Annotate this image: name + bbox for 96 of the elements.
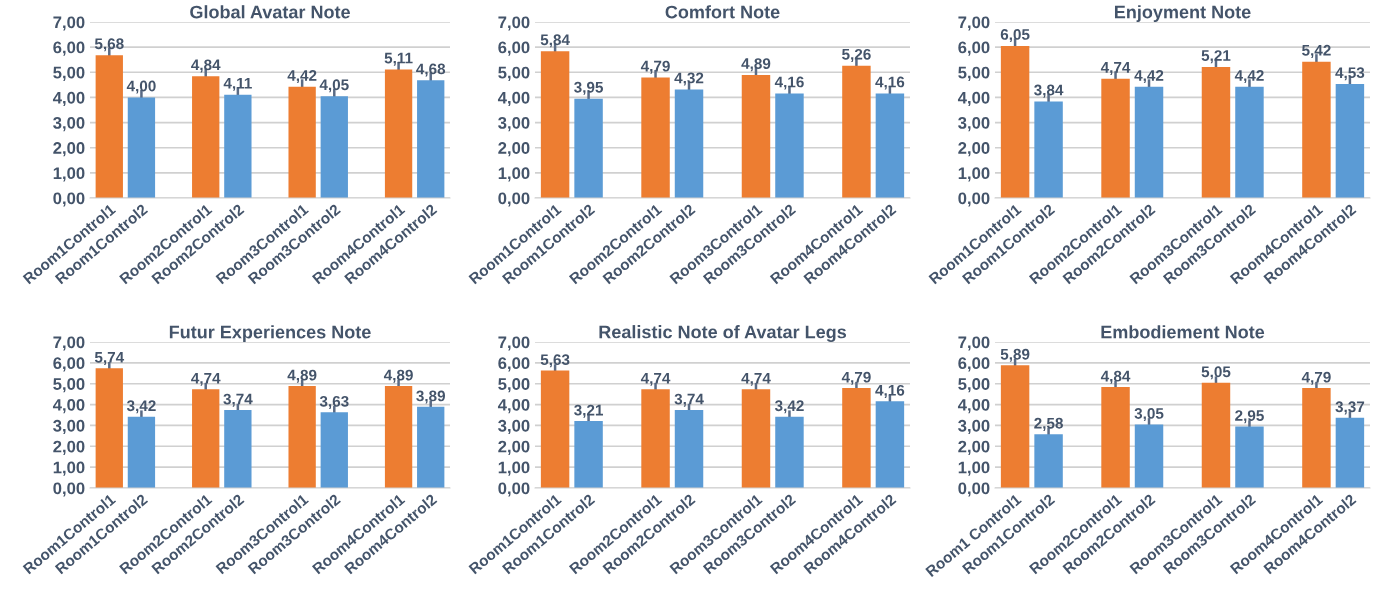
data-label: 4,16 (774, 76, 804, 90)
data-label: 5,89 (1000, 348, 1030, 362)
data-label: 3,05 (1134, 408, 1164, 422)
y-tick-label: 7,00 (53, 16, 85, 31)
data-label: 5,11 (384, 52, 413, 66)
data-label: 3,89 (416, 390, 446, 404)
data-label: 4,79 (841, 371, 871, 385)
data-label: 4,68 (416, 63, 446, 77)
data-label: 4,84 (191, 59, 221, 73)
y-tick-label: 1,00 (958, 461, 990, 476)
data-label: 5,84 (540, 34, 570, 48)
data-label: 5,26 (842, 48, 871, 62)
data-label: 2,95 (1235, 410, 1264, 424)
data-label: 4,89 (383, 369, 413, 383)
y-tick-label: 2,00 (53, 142, 85, 157)
y-tick-label: 7,00 (958, 16, 990, 31)
data-label: 3,42 (774, 400, 804, 414)
data-label: 4,79 (640, 60, 670, 74)
y-tick-label: 2,00 (498, 142, 530, 157)
chart-title: Comfort Note (665, 5, 780, 19)
y-tick-label: 5,00 (958, 378, 990, 393)
data-label: 5,74 (94, 352, 125, 365)
y-tick-label: 3,00 (498, 419, 530, 435)
data-label: 4,89 (287, 369, 317, 383)
data-label: 4,84 (1100, 370, 1131, 384)
y-tick-label: 6,00 (498, 41, 530, 56)
y-tick-label: 7,00 (958, 336, 990, 351)
y-tick-label: 5,00 (498, 378, 530, 393)
y-tick-label: 2,00 (53, 440, 85, 455)
y-tick-label: 1,00 (498, 167, 530, 182)
data-label: 3,95 (574, 81, 604, 95)
y-tick-label: 4,00 (52, 398, 85, 414)
data-label: 3,74 (674, 393, 704, 407)
y-tick-label: 7,00 (498, 16, 530, 31)
y-tick-label: 6,00 (53, 357, 85, 372)
data-label: 5,42 (1302, 44, 1331, 58)
data-label: 5,63 (540, 354, 570, 368)
y-tick-label: 3,00 (498, 116, 530, 132)
y-tick-label: 4,00 (52, 91, 85, 107)
data-label: 5,21 (1201, 50, 1231, 64)
data-label: 3,74 (223, 393, 253, 407)
y-tick-label: 4,00 (957, 91, 990, 107)
data-label: 6,05 (1000, 29, 1030, 43)
data-label: 5,68 (94, 38, 124, 52)
data-label: 3,21 (574, 404, 604, 418)
y-tick-label: 3,00 (53, 116, 85, 132)
data-label: 4,53 (1335, 67, 1365, 81)
data-label: 4,05 (319, 79, 349, 93)
y-tick-label: 5,00 (53, 378, 85, 393)
y-tick-label: 1,00 (53, 461, 85, 476)
data-label: 4,16 (875, 76, 905, 90)
data-label: 4,74 (640, 372, 671, 386)
data-label: 3,84 (1034, 84, 1064, 98)
y-tick-label: 3,00 (958, 419, 990, 435)
data-label: 3,63 (319, 395, 349, 409)
chart-title: Enjoyment Note (1114, 5, 1251, 22)
chart-title: Futur Experiences Note (169, 325, 371, 342)
data-label: 5,05 (1201, 366, 1231, 380)
y-tick-label: 2,00 (498, 440, 530, 455)
y-tick-label: 3,00 (53, 419, 85, 435)
chart-title: Realistic Note of Avatar Legs (599, 325, 847, 342)
y-tick-label: 1,00 (53, 167, 85, 182)
y-tick-label: 6,00 (53, 41, 85, 56)
y-tick-label: 6,00 (958, 41, 990, 56)
data-label: 2,58 (1034, 417, 1063, 431)
chart-title: Global Avatar Note (190, 5, 350, 19)
y-tick-label: 4,00 (497, 91, 530, 107)
data-label: 4,16 (875, 384, 905, 398)
data-label: 4,79 (1301, 371, 1331, 385)
data-label: 4,32 (674, 72, 704, 86)
data-label: 4,11 (223, 77, 252, 91)
y-tick-label: 6,00 (498, 357, 530, 372)
y-tick-label: 4,00 (957, 398, 990, 414)
y-tick-label: 7,00 (498, 336, 530, 351)
y-tick-label: 1,00 (958, 167, 990, 182)
y-tick-label: 1,00 (498, 461, 530, 476)
data-label: 4,42 (1134, 70, 1164, 84)
y-tick-label: 6,00 (958, 357, 990, 372)
chart-title: Embodiement Note (1101, 325, 1265, 339)
data-label: 4,42 (287, 70, 317, 84)
data-label: 4,00 (126, 80, 156, 94)
data-label: 4,74 (741, 372, 771, 386)
y-tick-label: 4,00 (497, 398, 530, 414)
data-label: 4,74 (191, 372, 221, 386)
y-tick-label: 2,00 (958, 142, 990, 157)
y-tick-label: 5,00 (498, 66, 530, 81)
data-label: 4,89 (741, 58, 771, 72)
y-tick-label: 7,00 (53, 336, 85, 351)
y-tick-label: 3,00 (958, 116, 990, 132)
data-label: 4,42 (1234, 70, 1264, 84)
y-tick-label: 2,00 (958, 440, 990, 455)
data-label: 3,42 (126, 400, 156, 414)
data-label: 3,37 (1335, 401, 1365, 415)
y-tick-label: 5,00 (958, 66, 990, 81)
data-label: 4,74 (1100, 62, 1131, 75)
y-tick-label: 5,00 (53, 66, 85, 81)
